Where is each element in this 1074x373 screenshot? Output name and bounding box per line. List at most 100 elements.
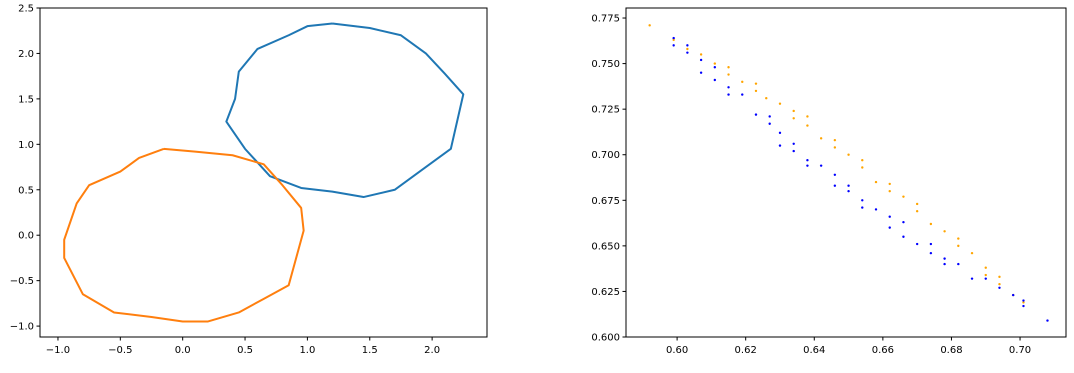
point	[915, 202, 919, 206]
point	[861, 199, 864, 202]
point	[984, 277, 987, 280]
point	[861, 158, 864, 162]
point	[727, 73, 730, 76]
point	[819, 137, 823, 140]
point	[1022, 304, 1025, 308]
point	[957, 262, 960, 266]
point	[847, 153, 850, 156]
curve	[225, 22, 465, 199]
point	[686, 47, 689, 51]
y-tick-label: 1.5	[18, 94, 34, 105]
point	[778, 131, 782, 135]
point	[727, 86, 730, 89]
point	[861, 166, 864, 169]
point	[874, 180, 878, 184]
point	[806, 124, 809, 127]
point	[727, 66, 730, 69]
point	[833, 146, 837, 149]
point	[765, 97, 768, 100]
axes-frame	[39, 7, 488, 338]
x-tick-label: −1.0	[46, 345, 70, 356]
point	[792, 109, 795, 113]
point	[727, 93, 730, 96]
x-tick-label: 1.0	[299, 345, 315, 356]
x-tick-label: 0.0	[175, 345, 191, 356]
x-tick-label: 0.66	[872, 345, 894, 356]
point	[648, 24, 651, 27]
y-tick-label: 0.750	[591, 59, 620, 70]
point	[754, 89, 758, 93]
y-tick-label: 0.775	[591, 14, 620, 25]
point	[998, 282, 1001, 286]
x-tick-label: 0.5	[237, 345, 253, 356]
point	[929, 251, 933, 255]
curve	[63, 147, 305, 323]
point	[686, 51, 689, 54]
y-tick-label: −1.0	[10, 322, 34, 333]
point	[861, 206, 864, 209]
y-tick-label: 0.0	[18, 231, 34, 242]
y-tick-label: 1.0	[18, 140, 34, 151]
point	[1022, 301, 1025, 304]
point	[672, 38, 675, 42]
point	[778, 144, 782, 147]
point	[754, 82, 758, 85]
x-tick-label: −0.5	[108, 345, 132, 356]
point	[792, 142, 795, 145]
point	[888, 215, 891, 218]
point	[713, 62, 717, 65]
y-tick-label: 0.650	[591, 241, 620, 252]
point	[1011, 293, 1015, 297]
x-tick-label: 0.62	[735, 345, 757, 356]
point	[957, 237, 960, 240]
point	[792, 149, 795, 153]
point	[970, 277, 974, 280]
point	[713, 78, 717, 82]
y-tick-label: 0.725	[591, 105, 620, 116]
point	[806, 115, 809, 118]
point	[888, 189, 891, 193]
point	[672, 36, 675, 40]
point	[741, 80, 744, 84]
point	[888, 226, 891, 229]
point	[902, 195, 905, 198]
x-tick-label: 1.5	[362, 345, 378, 356]
point	[943, 230, 946, 233]
point	[998, 275, 1001, 279]
point	[1046, 319, 1049, 322]
point	[929, 242, 933, 246]
point	[833, 173, 837, 176]
point	[713, 66, 717, 69]
point	[984, 266, 987, 269]
y-tick-label: 0.625	[591, 287, 620, 298]
y-tick-label: 0.5	[18, 185, 34, 196]
point	[819, 164, 823, 167]
point	[957, 244, 960, 248]
y-tick-label: 0.675	[591, 196, 620, 207]
y-tick-label: 0.600	[591, 333, 620, 344]
point	[943, 257, 946, 260]
y-tick-label: −0.5	[10, 276, 34, 287]
y-tick-label: 2.5	[18, 4, 34, 15]
point	[998, 286, 1001, 289]
point	[699, 58, 703, 62]
y-tick-label: 2.0	[18, 49, 34, 60]
point	[888, 182, 891, 186]
point	[970, 251, 974, 255]
point	[874, 208, 878, 211]
point	[792, 117, 795, 120]
x-tick-label: 0.60	[666, 345, 688, 356]
point	[806, 164, 809, 167]
point	[754, 113, 758, 116]
point	[915, 210, 919, 213]
point	[847, 184, 850, 187]
point	[768, 115, 771, 118]
point	[699, 71, 703, 74]
point	[902, 235, 905, 238]
x-tick-label: 2.0	[424, 345, 440, 356]
point	[833, 184, 837, 187]
axes-frame	[625, 7, 1067, 338]
point	[915, 242, 919, 246]
point	[833, 138, 837, 142]
